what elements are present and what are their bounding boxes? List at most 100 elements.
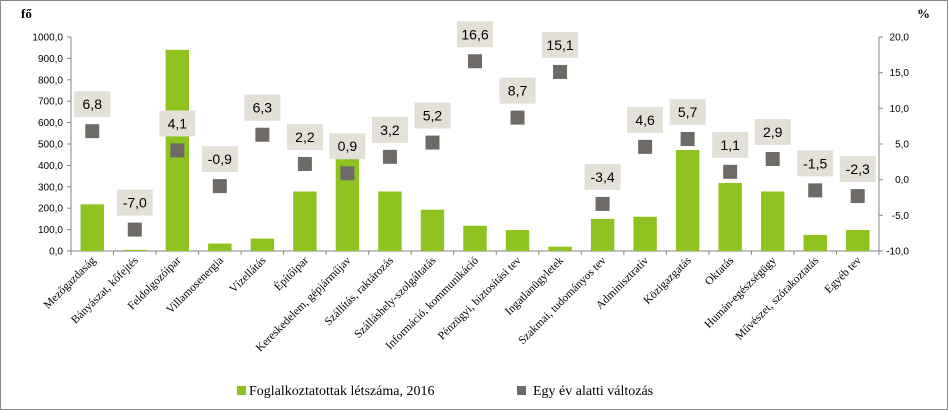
right-tick-label: 10,0 [890, 104, 910, 115]
change-marker [680, 132, 695, 147]
change-marker [638, 139, 653, 154]
data-label: -7,0 [123, 195, 147, 211]
legend-change-label: Egy év alatti változás [533, 384, 653, 399]
data-label: 5,7 [678, 104, 698, 120]
data-label: 4,6 [635, 112, 655, 128]
data-label-box [329, 133, 366, 160]
employment-bar [208, 243, 232, 251]
data-label-box [457, 21, 493, 48]
change-marker [510, 110, 525, 125]
change-marker [553, 64, 568, 79]
category-label: Oktatás [703, 254, 737, 288]
left-tick-label: 100,0 [38, 225, 63, 236]
data-label: -1,5 [803, 155, 827, 171]
employment-bar [420, 209, 445, 251]
data-label: 6,8 [83, 96, 103, 112]
data-label-box [584, 163, 621, 190]
data-label: -0,9 [208, 151, 232, 167]
left-tick-label: 600,0 [38, 118, 63, 129]
left-tick-label: 700,0 [38, 97, 63, 108]
change-marker [595, 196, 610, 211]
employment-bar [675, 149, 700, 251]
employment-bar [378, 191, 402, 251]
category-label: Szálláshely-szolgáltatás [352, 254, 439, 341]
employment-bar [293, 191, 317, 251]
data-label-box [542, 31, 579, 58]
data-label: -3,4 [591, 169, 615, 185]
data-label-box [839, 156, 876, 183]
data-label-box [286, 123, 323, 150]
employment-bar [760, 191, 785, 251]
category-label: Vízellátás [227, 254, 268, 295]
data-label: 6,3 [253, 100, 273, 116]
legend-bar-label: Foglalkoztatottak létszáma, 2016 [249, 384, 434, 399]
employment-bar [803, 234, 827, 251]
data-label: 1,1 [720, 137, 740, 153]
employment-bar [846, 230, 870, 251]
data-label: 0,9 [338, 138, 358, 154]
change-series [85, 54, 865, 237]
data-label-box [754, 118, 791, 145]
data-label: 5,2 [423, 108, 443, 124]
change-marker [255, 127, 270, 142]
bar-series [80, 49, 870, 252]
right-tick-label: -10,0 [886, 247, 909, 258]
data-label-box [159, 110, 196, 137]
employment-bar [718, 182, 742, 251]
employment-bar [463, 225, 487, 251]
left-tick-label: 300,0 [38, 182, 63, 193]
data-label-box [201, 146, 238, 173]
right-tick-label: 15,0 [890, 68, 910, 79]
data-labels: 6,8 -7,0 4,1 -0,9 6,3 2,2 0,9 3,2 5,2 16,6 8,7 15,1… [74, 21, 876, 216]
data-label-box [797, 150, 834, 177]
employment-bar [250, 238, 275, 251]
left-tick-label: 800,0 [38, 75, 63, 86]
data-label-box [627, 106, 664, 133]
left-tick-label: 500,0 [38, 140, 63, 151]
employment-bar [548, 246, 572, 251]
category-label: Építőipar [271, 253, 311, 293]
data-label: 8,7 [508, 83, 528, 99]
employment-bar [123, 249, 147, 251]
data-label-box [244, 94, 281, 121]
legend: Foglalkoztatottak létszáma, 2016 Egy év … [237, 384, 653, 399]
change-marker [723, 164, 738, 179]
legend-change-swatch [517, 386, 526, 395]
data-label: 2,9 [763, 124, 783, 140]
data-label-box [371, 116, 408, 143]
data-label: 2,2 [295, 129, 315, 145]
right-tick-label: 20,0 [890, 33, 910, 44]
axes: 0,0 100,0 200,0 300,0 400,0 500,0 600,0 700,0 80… [32, 33, 909, 258]
change-marker [212, 179, 227, 194]
change-marker [382, 149, 397, 164]
data-label: 16,6 [461, 26, 488, 42]
right-tick-label: 0,0 [895, 175, 909, 186]
change-marker [808, 183, 823, 198]
category-label: Szakmai, tudományos tev [516, 254, 608, 346]
category-label: Egyéb tev [823, 254, 864, 295]
employment-bar [80, 204, 104, 251]
change-marker [425, 135, 440, 150]
left-tick-label: 0,0 [49, 247, 63, 258]
category-label: Művészet, szórakoztatás [733, 254, 821, 342]
right-tick-label: -5,0 [892, 211, 910, 222]
legend-bar-swatch [237, 386, 246, 395]
change-marker [170, 143, 185, 158]
employment-bar [505, 230, 530, 251]
change-marker [85, 124, 100, 139]
change-marker [127, 222, 142, 237]
data-label-box [74, 91, 111, 118]
change-marker [765, 151, 780, 166]
data-label: 3,2 [380, 122, 400, 138]
employment-bar [633, 216, 657, 251]
data-label: 4,1 [168, 115, 188, 131]
right-axis-unit: % [917, 6, 930, 21]
data-label-box [499, 77, 536, 104]
change-marker [850, 189, 865, 204]
data-label-box [116, 189, 153, 216]
change-marker [468, 54, 482, 69]
left-tick-label: 200,0 [38, 204, 63, 215]
